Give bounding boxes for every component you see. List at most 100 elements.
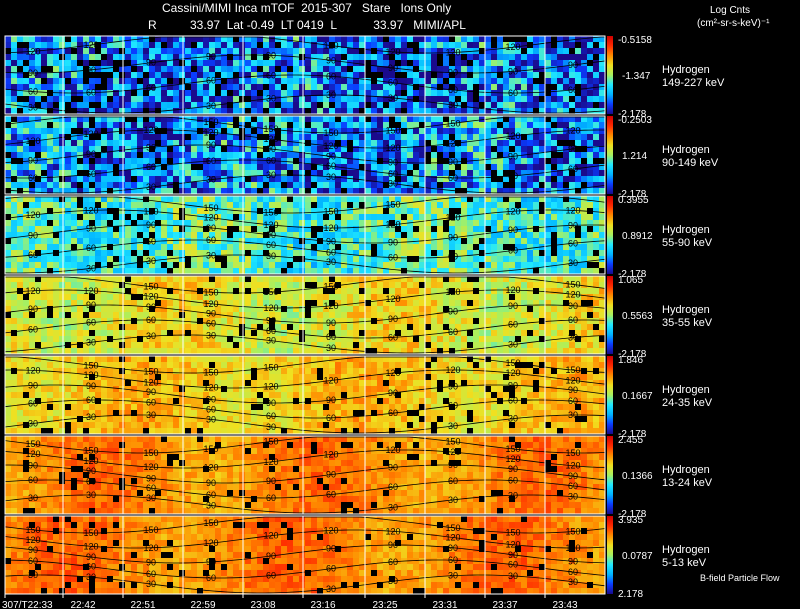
heatmap-cell bbox=[161, 176, 167, 182]
heatmap-cell bbox=[407, 282, 413, 288]
heatmap-cell bbox=[107, 54, 113, 60]
heatmap-cell bbox=[317, 54, 323, 60]
heatmap-cell bbox=[335, 188, 341, 194]
heatmap-cell bbox=[161, 146, 167, 152]
heatmap-cell bbox=[215, 96, 221, 102]
heatmap-cell bbox=[305, 128, 311, 134]
heatmap-cell bbox=[107, 214, 113, 220]
heatmap-cell bbox=[89, 176, 95, 182]
heatmap-cell bbox=[95, 128, 101, 134]
heatmap-cell bbox=[323, 208, 329, 214]
heatmap-cell bbox=[209, 232, 215, 238]
heatmap-cell bbox=[275, 176, 281, 182]
heatmap-cell bbox=[65, 202, 71, 208]
heatmap-cell bbox=[29, 356, 35, 362]
heatmap-cell bbox=[353, 282, 359, 288]
heatmap-cell bbox=[131, 170, 137, 176]
heatmap-cell bbox=[107, 288, 113, 294]
heatmap-cell bbox=[299, 96, 305, 102]
heatmap-cell bbox=[185, 312, 191, 318]
heatmap-cell bbox=[389, 214, 395, 220]
heatmap-cell bbox=[527, 312, 533, 318]
heatmap-cell bbox=[575, 202, 581, 208]
heatmap-cell bbox=[23, 102, 29, 108]
heatmap-cell bbox=[197, 312, 203, 318]
heatmap-cell bbox=[197, 42, 203, 48]
heatmap-cell bbox=[35, 294, 41, 300]
heatmap-cell bbox=[413, 72, 419, 78]
contour-label: 120 bbox=[323, 41, 338, 51]
heatmap-cell bbox=[479, 330, 485, 336]
heatmap-cell bbox=[239, 122, 245, 128]
heatmap-cell bbox=[293, 244, 299, 250]
heatmap-cell bbox=[353, 336, 359, 342]
contour-label: 120 bbox=[505, 206, 520, 216]
heatmap-cell bbox=[113, 294, 119, 300]
heatmap-cell bbox=[521, 188, 527, 194]
heatmap-cell bbox=[233, 250, 239, 256]
heatmap-cell bbox=[281, 78, 287, 84]
heatmap-cell bbox=[137, 146, 143, 152]
heatmap-cell bbox=[77, 66, 83, 72]
heatmap-cell bbox=[221, 176, 227, 182]
heatmap-cell bbox=[485, 90, 491, 96]
heatmap-cell bbox=[551, 336, 557, 342]
heatmap-cell bbox=[65, 158, 71, 164]
heatmap-cell bbox=[77, 250, 83, 256]
heatmap-cell bbox=[41, 122, 47, 128]
heatmap-cell bbox=[275, 356, 281, 362]
heatmap-cell bbox=[77, 348, 83, 354]
heatmap-cell bbox=[113, 48, 119, 54]
heatmap-cell bbox=[191, 116, 197, 122]
heatmap-cell bbox=[593, 214, 599, 220]
heatmap-cell bbox=[347, 182, 353, 188]
heatmap-cell bbox=[269, 256, 275, 262]
heatmap-cell bbox=[155, 188, 161, 194]
contour-label: 90 bbox=[266, 316, 276, 326]
heatmap-cell bbox=[59, 220, 65, 226]
heatmap-cell bbox=[269, 42, 275, 48]
heatmap-cell bbox=[299, 288, 305, 294]
heatmap-cell bbox=[191, 268, 197, 274]
heatmap-cell bbox=[161, 158, 167, 164]
contour-label: 90 bbox=[388, 157, 398, 167]
heatmap-cell bbox=[41, 324, 47, 330]
heatmap-cell bbox=[473, 250, 479, 256]
heatmap-cell bbox=[371, 176, 377, 182]
heatmap-cell bbox=[71, 220, 77, 226]
heatmap-cell bbox=[65, 324, 71, 330]
heatmap-cell bbox=[35, 214, 41, 220]
heatmap-cell bbox=[41, 42, 47, 48]
heatmap-cell bbox=[167, 102, 173, 108]
heatmap-cell bbox=[269, 342, 275, 348]
heatmap-cell bbox=[125, 48, 131, 54]
heatmap-cell bbox=[311, 72, 317, 78]
heatmap-cell bbox=[383, 294, 389, 300]
heatmap-cell bbox=[245, 90, 251, 96]
heatmap-cell bbox=[119, 158, 125, 164]
heatmap-cell bbox=[23, 356, 29, 362]
heatmap-cell bbox=[251, 214, 257, 220]
heatmap-cell bbox=[257, 348, 263, 354]
heatmap-cell bbox=[59, 84, 65, 90]
heatmap-cell bbox=[107, 324, 113, 330]
heatmap-cell bbox=[575, 318, 581, 324]
heatmap-cell bbox=[53, 268, 59, 274]
heatmap-cell bbox=[227, 72, 233, 78]
colorbar bbox=[607, 196, 613, 274]
heatmap-cell bbox=[437, 78, 443, 84]
heatmap-cell bbox=[443, 202, 449, 208]
heatmap-cell bbox=[11, 208, 17, 214]
heatmap-cell bbox=[155, 116, 161, 122]
heatmap-cell bbox=[137, 42, 143, 48]
heatmap-cell bbox=[107, 90, 113, 96]
heatmap-cell bbox=[383, 268, 389, 274]
heatmap-cell bbox=[317, 276, 323, 282]
heatmap-cell bbox=[593, 336, 599, 342]
heatmap-cell bbox=[17, 256, 23, 262]
heatmap-cell bbox=[431, 102, 437, 108]
heatmap-cell bbox=[575, 238, 581, 244]
heatmap-cell bbox=[335, 288, 341, 294]
heatmap-cell bbox=[551, 324, 557, 330]
